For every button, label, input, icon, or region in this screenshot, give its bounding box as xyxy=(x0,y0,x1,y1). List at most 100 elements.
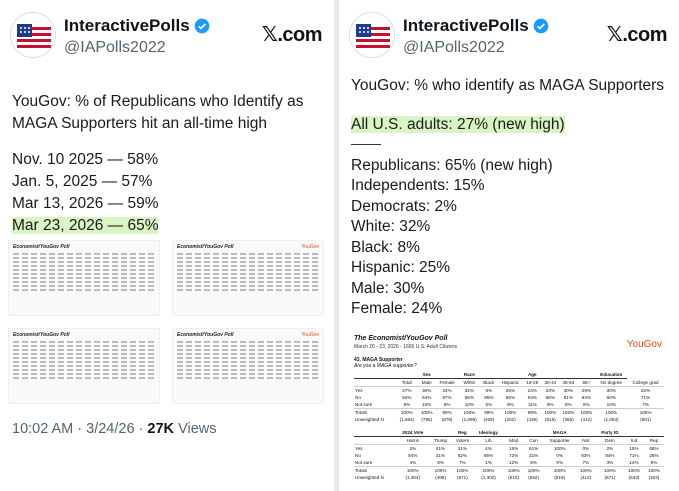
value-cell: 65% xyxy=(505,395,515,400)
avatar[interactable] xyxy=(10,12,56,58)
attached-image-4[interactable]: Economist/YouGov Poll YouGov xyxy=(172,328,324,404)
mini-title: Economist/YouGov Poll xyxy=(177,244,234,250)
tweet-header: InteractivePolls @IAPolls2022 𝕏.com xyxy=(349,12,669,72)
group-cell xyxy=(396,371,418,379)
data-line: Nov. 10 2025 — 58% xyxy=(12,151,159,168)
value-cell: 100% xyxy=(507,468,520,473)
value-cell: (519) xyxy=(544,417,556,422)
data-line: Mar 13, 2026 — 59% xyxy=(12,195,159,212)
value-cell: (1,302) xyxy=(481,475,496,480)
x-logo-icon[interactable]: 𝕏.com xyxy=(606,24,668,46)
value-cell: 65% xyxy=(649,446,659,451)
value-cell: 4% xyxy=(396,459,430,467)
value-cell: 10% xyxy=(595,401,628,409)
row-label-cell: Unweighted N xyxy=(355,417,384,422)
table-row: Totals 100% 100% 99% 100% 99% 100% 99% 100% 100% 1… xyxy=(354,409,664,417)
attached-image-3[interactable]: Economist/YouGov Poll xyxy=(8,328,160,404)
table-header-row: Harris Trump Voters Lib Mod Con Supporter Not De… xyxy=(354,436,664,445)
group-cell xyxy=(575,429,596,437)
value-cell: 25% xyxy=(505,388,515,393)
value-cell: 22% xyxy=(640,388,651,393)
value-cell: 99% xyxy=(484,410,494,415)
value-cell: 10% xyxy=(458,401,481,409)
group-cell xyxy=(354,371,396,379)
display-name[interactable]: InteractivePolls xyxy=(64,16,190,35)
poll-question-sub: Are you a MAGA supporter? xyxy=(354,363,417,369)
value-cell: (1,099) xyxy=(462,417,477,422)
flag-logo-icon xyxy=(350,13,394,57)
tweet-timestamp[interactable]: 10:02 AM · 3/24/26 · xyxy=(12,421,144,437)
poll-subtitle: March 20 - 23, 2026 - 1665 U.S. Adult Ci… xyxy=(354,344,458,350)
value-cell: 100% xyxy=(420,410,433,415)
attached-image-2[interactable]: Economist/YouGov Poll YouGov xyxy=(172,240,324,316)
views-label: Views xyxy=(178,421,217,437)
value-cell: 7% xyxy=(451,459,474,467)
header-cell: Harris xyxy=(396,436,430,445)
row-label-cell: Not sure xyxy=(354,401,396,409)
group-cell xyxy=(354,429,396,437)
value-cell: 100% xyxy=(434,468,447,473)
tweet-body: YouGov: % who identify as MAGA Supporter… xyxy=(351,76,669,320)
avatar[interactable] xyxy=(349,12,395,58)
value-cell: 100% xyxy=(544,410,557,415)
mini-table xyxy=(177,253,319,291)
poll-question: 43. MAGA Supporter xyxy=(354,357,403,363)
mini-title: Economist/YouGov Poll xyxy=(13,244,70,250)
header-cell: Rep xyxy=(643,436,664,445)
header-cell: 45-64 xyxy=(559,378,578,387)
value-cell: (571) xyxy=(604,475,616,480)
attached-images[interactable]: Economist/YouGov Poll Economist/YouGov P… xyxy=(8,240,326,405)
group-cell: Race xyxy=(458,371,481,379)
name-row: InteractivePolls xyxy=(403,16,549,36)
value-cell: 100% xyxy=(604,468,616,473)
display-name[interactable]: InteractivePolls xyxy=(403,16,529,35)
value-cell: 100% xyxy=(562,410,575,415)
value-cell: 2% xyxy=(409,446,417,451)
value-cell: 71% xyxy=(640,395,651,400)
value-cell: 15% xyxy=(629,446,639,451)
value-cell: 100% xyxy=(553,468,566,473)
table-row: Totals 100% 100% 100% 100% 100% 100% 100% 100% 10… xyxy=(354,467,664,475)
handle[interactable]: @IAPolls2022 xyxy=(403,39,505,56)
group-cell: Reg xyxy=(451,429,474,437)
header-cell: 30-44 xyxy=(541,378,560,387)
group-line: Hispanic: 25% xyxy=(351,259,451,276)
row-label-cell: Totals xyxy=(355,410,367,415)
value-cell: (1,364) xyxy=(405,475,421,480)
value-cell: (403) xyxy=(648,475,660,480)
header-cell: Supporter xyxy=(543,436,576,445)
attached-image-1[interactable]: Economist/YouGov Poll xyxy=(8,240,160,316)
highlighted-data-line: Mar 23, 2026 — 65% xyxy=(12,217,159,234)
value-cell: 31% xyxy=(529,453,539,458)
x-logo-icon[interactable]: 𝕏.com xyxy=(261,24,323,46)
table-row: Not sure 9% 10% 9% 10% 5% 8% 11% 9% 8% 8% 10% 7% xyxy=(354,401,664,409)
group-cell xyxy=(497,371,524,379)
value-cell: 9% xyxy=(643,459,664,467)
left-tweet-card: InteractivePolls @IAPolls2022 𝕏.com YouG… xyxy=(0,0,334,491)
value-cell: (552) xyxy=(528,475,539,480)
value-cell: 0% xyxy=(556,453,564,458)
value-cell: (879) xyxy=(441,417,453,422)
tweet-body: YouGov: % of Republicans who Identify as… xyxy=(12,91,324,237)
table-row: Unweighted N (1,664) (785) (879) (1,099) (209… xyxy=(354,416,664,423)
header-cell: Ind xyxy=(623,436,644,445)
header-cell xyxy=(354,436,396,445)
handle[interactable]: @IAPolls2022 xyxy=(64,39,166,56)
value-cell: 60% xyxy=(606,395,616,400)
value-cell: 64% xyxy=(402,395,412,400)
value-cell: 9% xyxy=(396,401,418,409)
poll-document-image[interactable]: The Economist/YouGov Poll March 20 - 23,… xyxy=(350,333,668,488)
value-cell: 64% xyxy=(422,395,432,400)
value-cell: 85% xyxy=(484,395,494,400)
value-cell: (366) xyxy=(562,417,574,422)
header-cell: Hispanic xyxy=(497,378,524,387)
value-cell: 62% xyxy=(457,453,468,458)
group-cell xyxy=(435,371,459,379)
headline: YouGov: % who identify as MAGA Supporter… xyxy=(351,77,665,94)
row-label-cell: No xyxy=(355,453,361,458)
header-cell: White xyxy=(458,378,481,387)
row-label-cell: Yes xyxy=(355,446,363,451)
divider xyxy=(351,135,669,156)
poll-table-demographics: Sex Race Age Education Total Male Female White B… xyxy=(354,371,664,423)
value-cell: 8% xyxy=(523,459,544,467)
